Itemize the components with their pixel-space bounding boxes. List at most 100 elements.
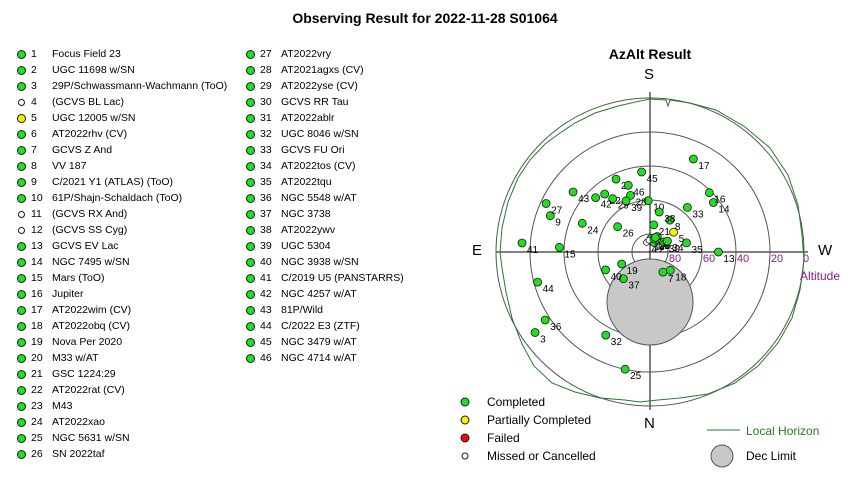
target-name: M43 bbox=[52, 400, 73, 412]
status-dot-icon bbox=[246, 210, 255, 219]
direction-west: W bbox=[818, 242, 833, 259]
target-point-label: 8 bbox=[675, 222, 681, 233]
target-row: 30 GCVS RR Tau bbox=[246, 94, 466, 110]
ring-20 bbox=[529, 131, 771, 373]
target-number: 4 bbox=[31, 96, 37, 108]
page-title: Observing Result for 2022-11-28 S01064 bbox=[292, 10, 558, 26]
direction-north: N bbox=[644, 415, 655, 432]
target-row: 14 NGC 7495 w/SN bbox=[17, 254, 247, 270]
target-number: 46 bbox=[260, 352, 272, 364]
target-point bbox=[620, 364, 630, 374]
target-point bbox=[683, 202, 692, 212]
status-dot-icon bbox=[246, 178, 255, 187]
altitude-label: Altitude bbox=[800, 269, 841, 283]
target-point bbox=[623, 180, 633, 190]
target-point-label: 40 bbox=[611, 272, 623, 283]
target-point bbox=[611, 174, 621, 184]
target-number: 18 bbox=[31, 320, 43, 332]
target-name: VV 187 bbox=[52, 160, 87, 172]
target-point bbox=[665, 265, 675, 275]
target-number: 36 bbox=[260, 192, 272, 204]
target-number: 10 bbox=[31, 192, 43, 204]
status-dot-icon bbox=[17, 178, 26, 187]
target-point-label: 24 bbox=[587, 225, 599, 236]
target-name: UGC 5304 bbox=[281, 240, 331, 252]
target-row: 35 AT2022tqu bbox=[246, 174, 466, 190]
target-number: 40 bbox=[260, 256, 272, 268]
target-point-label: 25 bbox=[630, 371, 642, 382]
legend-completed: Completed bbox=[487, 395, 546, 409]
altitude-tick-label: 80 bbox=[669, 253, 681, 265]
target-point bbox=[555, 242, 564, 252]
status-dot-icon bbox=[246, 226, 255, 235]
target-row: 12 (GCVS SS Cyg) bbox=[17, 222, 247, 238]
altitude-tick-label: 20 bbox=[771, 253, 783, 265]
target-point-label: 11 bbox=[654, 242, 665, 253]
legend-horizon: Local Horizon bbox=[746, 424, 820, 438]
target-point-label: 9 bbox=[555, 218, 561, 229]
target-point bbox=[619, 274, 628, 284]
status-dot-icon bbox=[246, 194, 255, 203]
target-name: Jupiter bbox=[52, 288, 84, 300]
target-point bbox=[530, 328, 540, 337]
ring-0 bbox=[495, 97, 805, 407]
target-point-label: 18 bbox=[675, 272, 687, 283]
target-number: 11 bbox=[31, 208, 42, 220]
target-row: 10 61P/Shajn-Schaldach (ToO) bbox=[17, 190, 247, 206]
status-dot-icon bbox=[246, 258, 255, 267]
target-row: 9 C/2021 Y1 (ATLAS) (ToO) bbox=[17, 174, 247, 190]
target-name: AT2022obq (CV) bbox=[52, 320, 131, 332]
target-number: 20 bbox=[31, 352, 43, 364]
target-row: 1 Focus Field 23 bbox=[17, 46, 247, 62]
target-number: 25 bbox=[31, 432, 43, 444]
altitude-tick-label: 0 bbox=[803, 253, 809, 265]
target-row: 33 GCVS FU Ori bbox=[246, 142, 466, 158]
target-name: AT2022vry bbox=[281, 48, 331, 60]
status-dot-icon bbox=[17, 114, 26, 123]
target-point-label: 44 bbox=[543, 284, 555, 295]
target-point-label: 41 bbox=[527, 245, 539, 256]
status-dot-icon bbox=[17, 82, 26, 91]
target-row: 2 UGC 11698 w/SN bbox=[17, 62, 247, 78]
target-row: 7 GCVS Z And bbox=[17, 142, 247, 158]
target-point bbox=[682, 238, 691, 248]
target-row: 27 AT2022vry bbox=[246, 46, 466, 62]
target-name: GCVS FU Ori bbox=[281, 144, 345, 156]
target-name: NGC 4714 w/AT bbox=[281, 352, 357, 364]
target-number: 38 bbox=[260, 224, 272, 236]
target-number: 30 bbox=[260, 96, 272, 108]
target-number: 33 bbox=[260, 144, 272, 156]
target-row: 17 AT2022wim (CV) bbox=[17, 302, 247, 318]
target-number: 39 bbox=[260, 240, 272, 252]
status-dot-icon bbox=[17, 434, 26, 443]
target-row: 37 NGC 3738 bbox=[246, 206, 466, 222]
status-dot-icon bbox=[246, 242, 255, 251]
target-name: AT2022rat (CV) bbox=[52, 384, 125, 396]
target-point-label: 35 bbox=[692, 245, 704, 256]
target-point bbox=[577, 218, 587, 228]
target-row: 16 Jupiter bbox=[17, 286, 247, 302]
target-name: NGC 3479 w/AT bbox=[281, 336, 357, 348]
target-row: 8 VV 187 bbox=[17, 158, 247, 174]
target-point-label: 1 bbox=[656, 240, 662, 251]
target-list-left: 1 Focus Field 23 2 UGC 11698 w/SN 3 29P/Schwa… bbox=[17, 46, 247, 462]
target-row: 46 NGC 4714 w/AT bbox=[246, 350, 466, 366]
target-name: UGC 8046 w/SN bbox=[281, 128, 359, 140]
status-dot-icon bbox=[17, 306, 26, 315]
target-point bbox=[704, 188, 714, 198]
target-name: Mars (ToO) bbox=[52, 272, 105, 284]
legend-completed-dot bbox=[460, 397, 470, 407]
target-number: 23 bbox=[31, 400, 43, 412]
target-number: 1 bbox=[31, 48, 37, 60]
target-name: Focus Field 23 bbox=[52, 48, 121, 60]
status-dot-icon bbox=[17, 242, 26, 251]
status-dot-icon bbox=[17, 322, 26, 331]
target-row: 34 AT2022tos (CV) bbox=[246, 158, 466, 174]
target-point-label: 34 bbox=[672, 243, 684, 254]
status-dot-icon bbox=[17, 162, 26, 171]
target-name: GCVS Z And bbox=[52, 144, 113, 156]
target-point-label: 29 bbox=[618, 201, 630, 212]
target-number: 13 bbox=[31, 240, 43, 252]
target-name: AT2022ywv bbox=[281, 224, 336, 236]
status-dot-icon bbox=[18, 99, 25, 106]
